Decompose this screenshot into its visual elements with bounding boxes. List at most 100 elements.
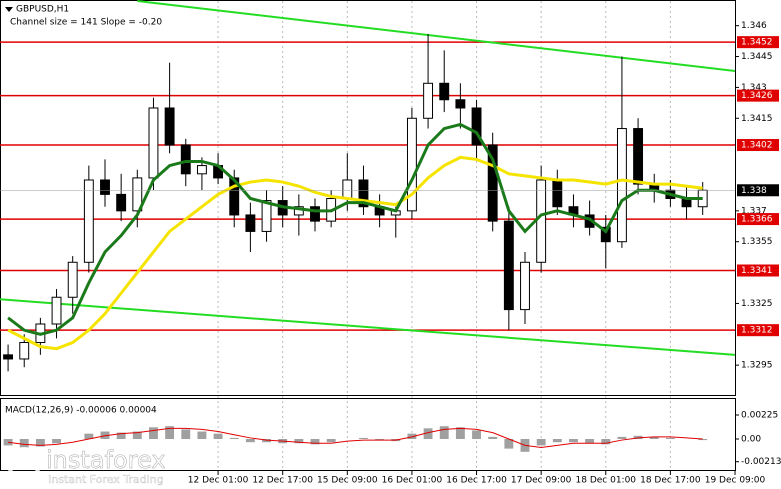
candle-body	[148, 107, 159, 179]
level-label: 1.3366	[741, 215, 773, 225]
candle-body	[358, 179, 369, 208]
x-tick-label: 16 Dec 17:00	[446, 476, 507, 486]
macd-bar	[488, 436, 498, 439]
watermark-name: instaforex	[46, 446, 166, 474]
current-price-box	[737, 184, 779, 197]
macd-bar	[310, 439, 320, 445]
macd-bar	[552, 439, 562, 443]
candle-body	[471, 107, 482, 146]
macd-bar	[407, 433, 417, 439]
y-tick-label: 1.3445	[741, 52, 773, 62]
level-label: 1.3341	[741, 266, 773, 276]
candle-body	[196, 165, 207, 175]
macd-bar	[585, 439, 595, 444]
candle-body	[616, 128, 627, 243]
y-tick-label: 1.3325	[741, 299, 773, 309]
level-label: 1.3402	[741, 141, 773, 151]
x-tick-label: 16 Dec 01:00	[382, 476, 443, 486]
macd-bar	[601, 439, 611, 445]
candle-body	[132, 177, 143, 212]
candle-body	[261, 200, 272, 232]
y-tick-label: 1.3295	[741, 361, 773, 371]
macd-bar	[229, 437, 239, 439]
candle-body	[245, 214, 256, 232]
macd-bar	[262, 439, 271, 443]
candle-body	[100, 179, 110, 195]
x-tick-label: 12 Dec 17:00	[252, 476, 313, 486]
chart-subtitle: Channel size = 141 Slope = -0.20	[10, 18, 162, 28]
line	[7, 155, 703, 351]
macd-bar	[35, 439, 45, 447]
macd-bar	[536, 439, 546, 446]
macd-bar	[19, 439, 29, 448]
macd-tick-label: -0.00213	[741, 457, 781, 467]
candle-body	[406, 117, 417, 212]
level-box	[737, 264, 779, 277]
candle-body	[600, 226, 611, 243]
macd-bar	[649, 436, 659, 439]
line	[7, 122, 703, 336]
macd-bar	[698, 439, 708, 441]
y-tick-label: 1.343	[741, 83, 767, 93]
x-tick-label: 15 Dec 09:00	[317, 476, 378, 486]
macd-bar	[245, 439, 255, 443]
macd-bar	[455, 427, 465, 439]
level-box	[737, 36, 779, 49]
macd-bar	[132, 431, 142, 439]
macd-bar	[423, 428, 433, 439]
x-tick-label: 17 Dec 09:00	[511, 476, 572, 486]
macd-bar	[181, 429, 191, 439]
macd-bar	[326, 439, 336, 443]
chart-title: GBPUSD,H1	[16, 5, 69, 15]
y-tick-label: 1.346	[741, 21, 767, 31]
line	[8, 427, 703, 449]
candle-body	[164, 107, 175, 146]
y-tick-label: 1.3355	[741, 237, 773, 247]
candle-body	[439, 82, 450, 101]
macd-bar	[617, 436, 627, 439]
x-tick-label: 19 Dec 09:00	[705, 476, 766, 486]
macd-bar	[472, 430, 481, 439]
level-label: 1.3312	[741, 326, 773, 336]
candle-body	[423, 82, 434, 119]
menu-arrow	[5, 7, 13, 12]
macd-bar	[665, 437, 675, 439]
candle-body	[536, 179, 547, 263]
level-label: 1.3452	[741, 38, 773, 48]
plot	[0, 0, 736, 452]
candle-body	[487, 144, 498, 222]
macd-tick-label: 0.00	[741, 435, 761, 445]
level-box	[737, 213, 779, 226]
macd-bar	[294, 439, 304, 444]
macd-bar	[569, 439, 578, 443]
macd-bar	[439, 426, 449, 439]
macd-bar	[84, 433, 94, 439]
watermark-tagline: Instant Forex Trading	[48, 473, 164, 486]
level-box	[737, 89, 779, 102]
axes: 1.346 1.3445 1.343 1.3415 1.337 1.3355 1.3325 1…	[188, 21, 781, 485]
level-label: 1.3426	[741, 91, 773, 101]
y-tick-label: 1.3415	[741, 114, 773, 124]
candle-body	[83, 179, 94, 263]
candle-body	[633, 128, 644, 185]
current-price-label: 1.338	[741, 186, 767, 196]
level-box	[737, 324, 779, 337]
macd-bar	[149, 427, 158, 439]
candle-body	[229, 177, 240, 216]
candle-body	[310, 206, 320, 222]
macd-tick-label: 0.00225	[741, 411, 778, 421]
x-tick-label: 18 Dec 17:00	[640, 476, 701, 486]
x-tick-label: 12 Dec 01:00	[188, 476, 249, 486]
macd-bar	[3, 439, 13, 446]
macd-bar	[52, 439, 61, 444]
candle-body	[3, 354, 14, 360]
macd-bar	[197, 431, 207, 439]
candle-body	[19, 342, 30, 360]
candle-body	[180, 144, 191, 175]
y-tick-label: 1.337	[741, 206, 767, 216]
macd-bar	[165, 426, 175, 439]
candle-body	[503, 220, 514, 311]
macd-bar	[116, 432, 126, 439]
candle-body	[51, 296, 62, 325]
